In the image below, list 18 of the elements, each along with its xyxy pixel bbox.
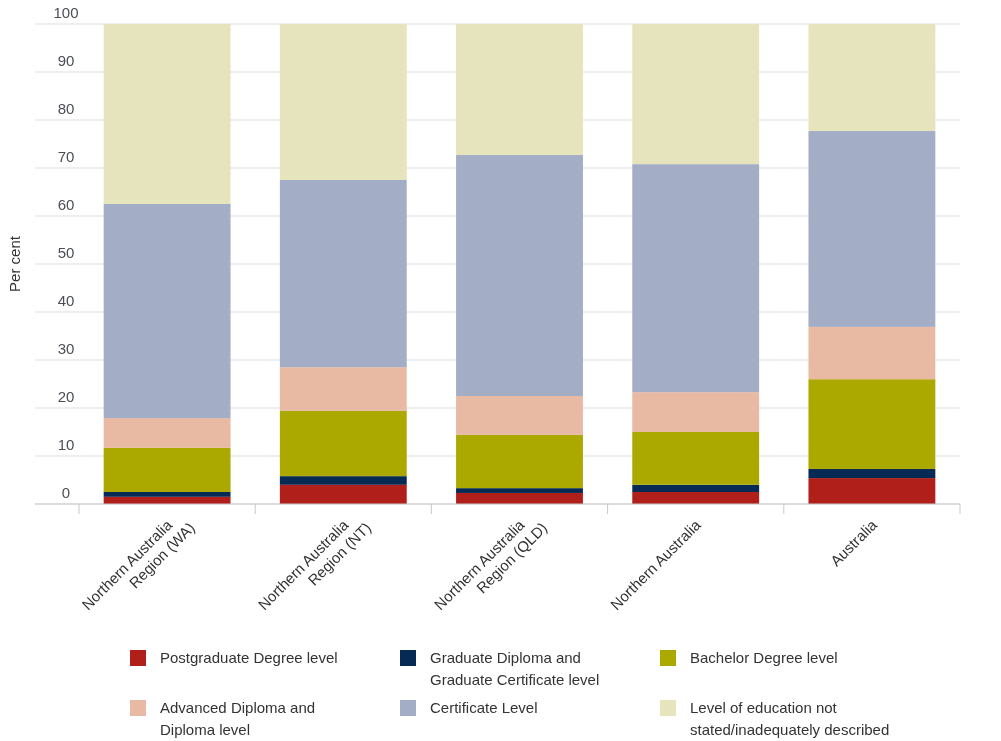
y-tick-label: 30	[57, 340, 75, 357]
y-tick-label: 50	[57, 244, 75, 261]
y-tick-label: 60	[57, 196, 75, 213]
y-tick-label: 20	[57, 388, 75, 405]
y-axis-title: Per cent	[6, 235, 23, 292]
y-tick-label: 0	[61, 484, 71, 501]
y-tick-label: 90	[57, 52, 75, 69]
legend-label: Postgraduate Degree level	[160, 649, 338, 666]
legend-label: Graduate Diploma and Graduate Certificate level	[430, 649, 600, 688]
legend-label: Bachelor Degree level	[690, 649, 838, 666]
legend-label: Level of education not stated/inadequately described	[690, 699, 890, 738]
y-tick-label: 80	[57, 100, 75, 117]
y-tick-label: 100	[53, 4, 79, 21]
legend-label: Advanced Diploma and Diploma level	[160, 699, 316, 738]
y-tick-label: 70	[57, 148, 75, 165]
y-tick-label: 10	[57, 436, 75, 453]
y-tick-label: 40	[57, 292, 75, 309]
legend-label: Certificate Level	[430, 699, 538, 716]
